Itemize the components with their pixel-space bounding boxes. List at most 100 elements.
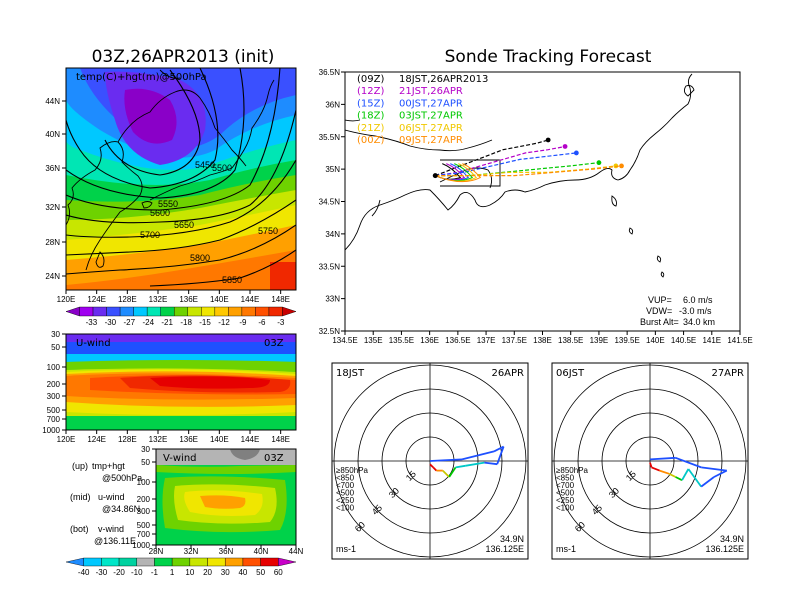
- lon-tick-label: 148E: [271, 435, 290, 444]
- hodo-date: 27APR: [711, 368, 744, 379]
- legend-run: (15Z): [357, 98, 384, 109]
- hodograph-segment: [675, 476, 683, 482]
- p-tick-label: 30: [51, 330, 60, 339]
- p-tick-label: 700: [47, 415, 61, 424]
- lon-tick-label: 140.5E: [671, 336, 696, 345]
- left-title: 03Z,26APR2013 (init): [92, 47, 275, 67]
- level-legend: <250: [556, 496, 575, 505]
- hodograph-segment: [651, 466, 660, 472]
- track-endpoint: [596, 160, 602, 166]
- legend-value: tmp+hgt: [92, 461, 125, 471]
- colorbar-tick-label: -6: [258, 318, 266, 327]
- colorbar-swatch: [65, 306, 80, 317]
- lon-tick-label: 141E: [702, 336, 721, 345]
- level-legend: ≥850hPa: [336, 466, 369, 475]
- lon-tick-label: 136E: [179, 435, 198, 444]
- colorbar-swatch: [119, 306, 134, 317]
- lat-tick-label: 36.5N: [319, 68, 341, 77]
- legend-key: (bot): [70, 524, 89, 534]
- lon-tick-label: 144E: [241, 435, 260, 444]
- contour-label: 5550: [158, 199, 178, 209]
- colorbar-tick-label: -3: [277, 318, 285, 327]
- map500-frame: [65, 67, 297, 291]
- legend-time: 21JST,26APR: [399, 86, 463, 97]
- sonde-tracks: [432, 137, 624, 183]
- hodo-date: 26APR: [491, 368, 524, 379]
- track-line: [435, 165, 616, 177]
- lat-tick-label: 34.5N: [319, 198, 341, 207]
- vwind-field: [156, 449, 296, 545]
- legend-key: (mid): [70, 492, 91, 502]
- hodograph-segment: [461, 450, 495, 461]
- colorbar-swatch: [83, 557, 102, 567]
- colorbar-tick-label: -18: [180, 318, 192, 327]
- lat-tick-label: 40N: [45, 130, 60, 139]
- param-value: 34.0 km: [683, 317, 715, 327]
- legend-key: (up): [72, 461, 88, 471]
- lat-tick-label: 40N: [254, 547, 269, 556]
- colorbar-tick-label: -12: [218, 318, 230, 327]
- colorbar-swatch: [189, 557, 208, 567]
- colorbar-swatch: [174, 306, 188, 317]
- lon-tick-label: 120E: [57, 295, 76, 304]
- lon-tick-label: 141.5E: [727, 336, 752, 345]
- p-tick-label: 30: [141, 445, 150, 454]
- hodograph-segment: [429, 458, 463, 462]
- lon-tick-label: 135.5E: [389, 336, 414, 345]
- hodo-lon: 136.125E: [485, 544, 524, 554]
- colorbar-swatch: [171, 557, 191, 567]
- colorbar-tick-label: 30: [221, 568, 230, 577]
- colorbar-swatch: [201, 306, 216, 317]
- lat-tick-label: 33N: [325, 295, 340, 304]
- p-tick-label: 100: [137, 478, 151, 487]
- colorbar-swatch: [160, 306, 175, 317]
- p-tick-label: 200: [47, 380, 61, 389]
- lat-tick-label: 28N: [149, 547, 164, 556]
- hodograph-segment: [465, 461, 485, 467]
- hodograph-segment: [649, 462, 653, 468]
- param-value: -3.0 m/s: [679, 306, 712, 316]
- panel-legend-text: (up) tmp+hgt @500hPa (mid) u-wind @34.86…: [70, 461, 142, 546]
- param-key: VDW=: [646, 306, 672, 316]
- track-legend: (09Z) 18JST,26APR2013 (12Z) 21JST,26APR (15Z…: [357, 74, 488, 146]
- colorbar-swatch: [187, 306, 202, 317]
- uwind-frame: [65, 333, 297, 431]
- lon-tick-label: 140E: [210, 295, 229, 304]
- colorbar-swatch: [154, 557, 173, 567]
- level-legend: <850: [556, 474, 575, 483]
- legend-value: @136.11E: [94, 536, 136, 546]
- lon-tick-label: 132E: [149, 295, 168, 304]
- lat-tick-label: 35N: [325, 165, 340, 174]
- lon-tick-label: 124E: [87, 435, 106, 444]
- colorbar-tick-label: -21: [161, 318, 173, 327]
- colorbar-swatch: [118, 557, 137, 567]
- hodograph-segment: [649, 456, 676, 461]
- lat-tick-label: 44N: [289, 547, 304, 556]
- p-tick-label: 700: [137, 530, 151, 539]
- hodograph-segment: [448, 466, 457, 478]
- colorbar-tick-label: -20: [113, 568, 125, 577]
- track-endpoint: [573, 150, 579, 156]
- hodograph-segment: [455, 464, 466, 469]
- lon-tick-label: 128E: [118, 295, 137, 304]
- hodograph-segment: [493, 445, 505, 453]
- track-line: [435, 165, 622, 177]
- contour-labels: 5450 5500 5550 5600 5650 5700 5750 5800 …: [140, 160, 278, 285]
- lon-tick-label: 120E: [57, 435, 76, 444]
- colorbar-swatch: [214, 306, 229, 317]
- legend-time: 00JST,27APR: [399, 98, 463, 109]
- lat-tick-label: 32.5N: [319, 327, 341, 336]
- lon-tick-label: 138.5E: [558, 336, 583, 345]
- ring-label: 30: [607, 486, 621, 500]
- track-line: [435, 162, 599, 177]
- legend-value: v-wind: [98, 524, 124, 534]
- colorbar-tick-label: 1: [170, 568, 175, 577]
- contour-label: 5850: [222, 275, 242, 285]
- level-legend: <100: [336, 504, 355, 513]
- colorbar-tick-label: -27: [124, 318, 136, 327]
- p-tick-label: 500: [47, 406, 61, 415]
- legend-run: (12Z): [357, 86, 384, 97]
- lat-tick-label: 24N: [45, 272, 60, 281]
